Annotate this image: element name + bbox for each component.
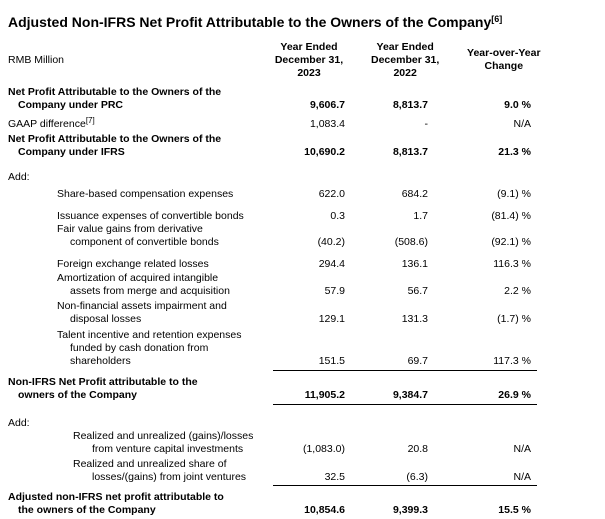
value-2022: 684.2	[401, 188, 428, 200]
table-row-adjusted-non-ifrs: Adjusted non-IFRS net profit attributabl…	[8, 491, 605, 517]
header-col-yoy: Year-over-Year Change	[467, 47, 541, 72]
header-col-2023: Year Ended December 31, 2023	[274, 41, 344, 79]
value-yoy: 117.3 %	[493, 355, 531, 367]
value-yoy: N/A	[513, 118, 531, 130]
table-row-foreign-exchange-losses: Foreign exchange related losses 294.4 13…	[8, 258, 605, 271]
table-header: RMB Million Year Ended December 31, 2023…	[8, 41, 605, 80]
value-2022: 8,813.7	[392, 146, 428, 158]
value-2022: 56.7	[407, 285, 428, 297]
row-label: Non-IFRS Net Profit attributable to the …	[8, 376, 198, 401]
footnote-ref: [7]	[85, 116, 95, 125]
value-2023: 151.5	[318, 355, 345, 367]
value-2023: (1,083.0)	[302, 443, 345, 455]
row-label: Foreign exchange related losses	[57, 258, 209, 270]
table-row-gaap-difference: GAAP difference[7] 1,083.4 - N/A	[8, 114, 605, 131]
value-yoy: (9.1) %	[497, 188, 531, 200]
value-2023: 57.9	[324, 285, 345, 297]
value-2022: 9,384.7	[392, 389, 428, 401]
table-row-talent-incentive: Talent incentive and retention expenses …	[8, 329, 605, 368]
value-yoy: 15.5 %	[498, 504, 531, 516]
value-2022: 131.3	[401, 313, 428, 325]
row-label: Non-financial assets impairment and disp…	[57, 300, 227, 325]
value-2022: 20.8	[407, 443, 428, 455]
table-rule	[273, 370, 537, 371]
value-yoy: 9.0 %	[504, 99, 531, 111]
value-2023: (40.2)	[317, 236, 345, 248]
table-row-nonfinancial-impairment: Non-financial assets impairment and disp…	[8, 300, 605, 326]
value-2023: 10,690.2	[304, 146, 345, 158]
value-yoy: (92.1) %	[491, 236, 531, 248]
table-rule	[273, 404, 537, 405]
page-title: Adjusted Non-IFRS Net Profit Attributabl…	[8, 10, 605, 31]
table-row-fair-value-gains: Fair value gains from derivative compone…	[8, 223, 605, 249]
value-2023: 11,905.2	[304, 389, 345, 401]
header-col-2022: Year Ended December 31, 2022	[371, 41, 440, 79]
value-2023: 1,083.4	[309, 118, 345, 130]
value-2022: 8,813.7	[392, 99, 428, 111]
value-2022: 9,399.3	[392, 504, 428, 516]
value-yoy: (81.4) %	[491, 210, 531, 222]
value-yoy: 26.9 %	[498, 389, 531, 401]
row-label: Net Profit Attributable to the Owners of…	[8, 133, 222, 158]
page-title-text: Adjusted Non-IFRS Net Profit Attributabl…	[8, 14, 492, 30]
value-2022: (508.6)	[394, 236, 428, 248]
value-2022: (6.3)	[406, 471, 428, 483]
table-row-non-ifrs-net-profit: Non-IFRS Net Profit attributable to the …	[8, 376, 605, 402]
table-row-issuance-expenses: Issuance expenses of convertible bonds 0…	[8, 210, 605, 223]
table-row-share-based-compensation: Share-based compensation expenses 622.0 …	[8, 188, 605, 201]
row-label: Net Profit Attributable to the Owners of…	[8, 86, 222, 111]
section-label-add-1: Add:	[8, 171, 605, 184]
value-2022: -	[424, 118, 429, 130]
value-2023: 294.4	[318, 258, 345, 270]
value-2022: 1.7	[413, 210, 428, 222]
value-2023: 32.5	[324, 471, 345, 483]
value-2023: 622.0	[318, 188, 345, 200]
value-yoy: 116.3 %	[493, 258, 531, 270]
table-rule	[273, 485, 537, 486]
section-label: Add:	[8, 171, 30, 183]
table-row-amortization-intangible: Amortization of acquired intangible asse…	[8, 272, 605, 298]
row-label: Talent incentive and retention expenses …	[57, 329, 242, 367]
value-yoy: N/A	[513, 443, 531, 455]
value-yoy: (1.7) %	[497, 313, 531, 325]
value-yoy: 21.3 %	[498, 146, 531, 158]
table-row-joint-ventures: Realized and unrealized share of losses/…	[8, 458, 605, 484]
row-label: GAAP difference[7]	[8, 114, 273, 131]
value-yoy: N/A	[513, 471, 531, 483]
row-label: Issuance expenses of convertible bonds	[57, 210, 244, 222]
title-footnote-ref: [6]	[491, 14, 503, 24]
table-row-venture-capital: Realized and unrealized (gains)/losses f…	[8, 430, 605, 456]
row-label: Realized and unrealized (gains)/losses f…	[73, 430, 254, 455]
header-unit-label: RMB Million	[8, 54, 65, 66]
table-row-net-profit-prc: Net Profit Attributable to the Owners of…	[8, 86, 605, 112]
table-row-net-profit-ifrs: Net Profit Attributable to the Owners of…	[8, 133, 605, 159]
row-label: Adjusted non-IFRS net profit attributabl…	[8, 491, 224, 516]
value-2023: 9,606.7	[309, 99, 345, 111]
value-2022: 69.7	[407, 355, 428, 367]
row-label: Realized and unrealized share of losses/…	[73, 458, 247, 483]
value-yoy: 2.2 %	[504, 285, 531, 297]
value-2023: 129.1	[318, 313, 345, 325]
row-label-text: GAAP difference	[8, 118, 86, 130]
row-label: Amortization of acquired intangible asse…	[57, 272, 230, 297]
value-2023: 0.3	[330, 210, 345, 222]
row-label: Fair value gains from derivative compone…	[57, 223, 219, 248]
section-label-add-2: Add:	[8, 417, 605, 430]
row-label: Share-based compensation expenses	[57, 188, 234, 200]
section-label: Add:	[8, 417, 30, 429]
value-2023: 10,854.6	[304, 504, 345, 516]
value-2022: 136.1	[401, 258, 428, 270]
